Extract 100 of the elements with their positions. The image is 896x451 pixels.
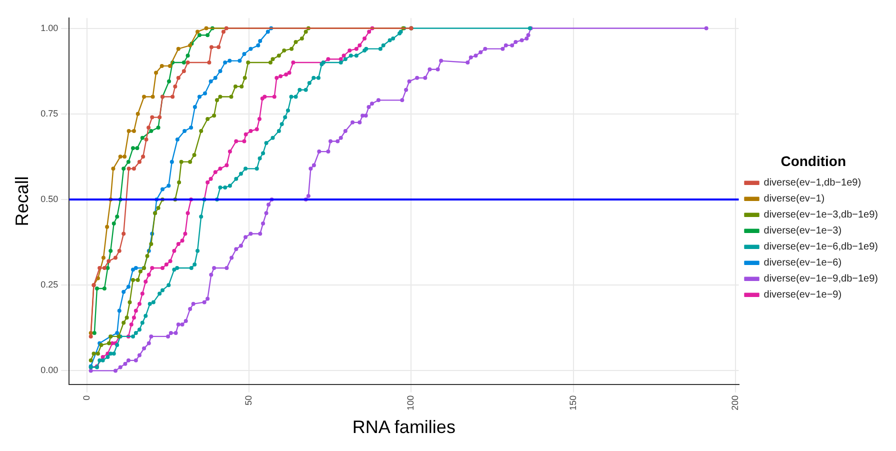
point: [117, 248, 122, 253]
point: [233, 84, 238, 88]
point: [242, 139, 246, 144]
point: [92, 331, 96, 336]
point: [257, 117, 262, 122]
point: [208, 79, 213, 84]
point: [304, 30, 308, 34]
point: [145, 254, 150, 258]
point: [168, 259, 172, 264]
point: [290, 46, 294, 51]
point: [166, 79, 171, 84]
point: [182, 128, 187, 133]
point: [229, 94, 234, 99]
point: [367, 30, 372, 34]
x-tick-label: 200: [730, 395, 740, 410]
point: [342, 54, 346, 58]
point: [115, 214, 120, 219]
point: [129, 322, 134, 326]
point: [122, 232, 126, 236]
point: [132, 166, 136, 171]
point: [192, 105, 197, 110]
point: [199, 128, 204, 133]
point: [136, 112, 140, 116]
point: [132, 128, 136, 133]
point: [244, 132, 248, 136]
point: [144, 138, 148, 142]
point: [218, 94, 222, 99]
x-tick-label: 50: [244, 395, 254, 406]
point: [182, 60, 186, 65]
point: [154, 70, 158, 75]
point: [183, 232, 188, 236]
point: [248, 46, 253, 51]
point: [111, 166, 116, 171]
point: [172, 248, 176, 253]
point: [189, 126, 194, 130]
point: [272, 94, 276, 99]
y-tick-label: 0.00: [40, 365, 58, 376]
point: [262, 94, 267, 99]
y-tick-label: 1.00: [40, 22, 58, 33]
y-axis-title: Recall: [12, 176, 32, 226]
legend-title: Condition: [780, 152, 846, 169]
point: [213, 170, 218, 174]
point: [100, 354, 105, 359]
point: [158, 115, 162, 120]
legend-label: diverse(ev−1e−9): [764, 290, 842, 301]
point: [137, 302, 142, 306]
point: [102, 286, 106, 291]
point: [228, 58, 232, 63]
point: [214, 98, 219, 102]
point: [291, 60, 296, 65]
point: [224, 163, 229, 168]
point: [234, 139, 238, 144]
point: [258, 38, 262, 43]
point: [182, 69, 186, 74]
point: [221, 30, 226, 34]
point: [179, 160, 184, 164]
point: [287, 70, 292, 75]
point: [240, 84, 244, 88]
point: [294, 40, 298, 44]
point: [354, 46, 358, 51]
point: [206, 117, 210, 122]
point: [223, 60, 228, 65]
legend-label: diverse(ev−1e−9,db−1e9): [764, 274, 878, 285]
point: [92, 352, 96, 356]
point: [326, 57, 330, 62]
point: [175, 138, 180, 142]
point: [300, 36, 304, 41]
point: [197, 33, 202, 38]
point: [115, 331, 120, 336]
point: [268, 60, 272, 65]
point: [202, 91, 207, 96]
x-tick-label: 150: [568, 395, 578, 410]
y-tick-label: 0.75: [40, 108, 58, 118]
point: [160, 64, 164, 68]
point: [186, 60, 190, 65]
point: [168, 64, 172, 68]
point: [176, 46, 180, 51]
point: [126, 160, 130, 164]
point: [137, 160, 142, 164]
legend-label: diverse(ev−1e−6,db−1e9): [764, 242, 878, 253]
point: [204, 26, 208, 30]
point: [150, 115, 154, 120]
point: [256, 43, 260, 48]
point: [88, 334, 93, 338]
point: [196, 30, 200, 34]
point: [102, 266, 106, 270]
legend-label: diverse(ev−1,db−1e9): [764, 178, 862, 189]
point: [170, 160, 174, 164]
point: [284, 72, 288, 76]
point: [206, 180, 210, 184]
point: [140, 136, 144, 140]
point: [338, 57, 343, 62]
point: [150, 94, 155, 99]
point: [156, 206, 160, 210]
point: [142, 94, 146, 99]
point: [144, 280, 148, 284]
x-tick-label: 100: [406, 395, 416, 410]
legend-label: diverse(ev−1e−3,db−1e9): [764, 210, 878, 221]
point: [117, 308, 122, 313]
x-axis-title: RNA families: [352, 417, 456, 438]
